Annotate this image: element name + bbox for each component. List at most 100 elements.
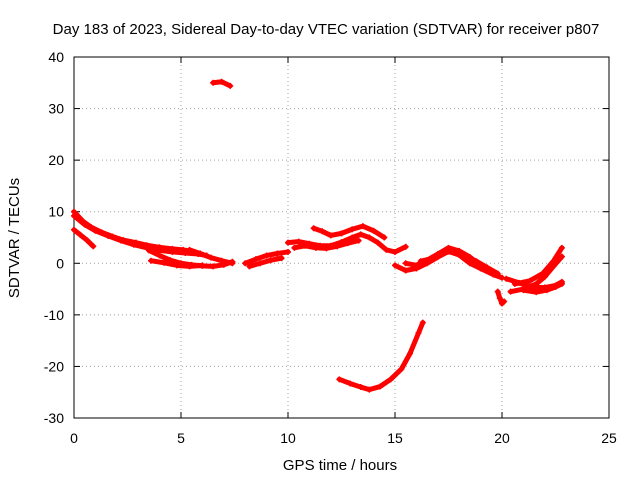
data-point (526, 277, 533, 284)
plot-frame (73, 56, 610, 419)
data-point (83, 237, 90, 244)
data-point (323, 245, 330, 252)
y-tick-label: 20 (48, 152, 64, 168)
data-point (558, 280, 565, 287)
data-point (406, 350, 413, 357)
data-point (267, 257, 274, 264)
data-series (417, 247, 501, 277)
data-point (501, 298, 508, 305)
y-tick-label: 40 (48, 49, 64, 65)
data-point (347, 380, 354, 387)
data-point (441, 249, 448, 256)
data-point (218, 257, 225, 264)
data-point (130, 241, 137, 248)
data-point (263, 252, 270, 259)
data-point (310, 225, 317, 232)
data-point (415, 329, 422, 336)
data-point (381, 234, 388, 241)
data-point (451, 247, 458, 254)
data-point (334, 243, 341, 250)
x-tick-label: 10 (280, 430, 296, 446)
data-point (494, 270, 501, 277)
data-point (327, 232, 334, 239)
data-point (71, 226, 77, 233)
data-point (227, 82, 234, 89)
data-point (312, 244, 319, 251)
data-point (357, 384, 364, 391)
data-point (218, 78, 225, 85)
data-point (246, 263, 253, 270)
data-point (473, 258, 480, 265)
data-point (148, 257, 155, 264)
data-point (156, 247, 163, 254)
data-series (210, 78, 234, 89)
data-series (242, 248, 291, 267)
data-point (558, 244, 565, 251)
data-point (392, 262, 398, 269)
data-point (387, 376, 394, 383)
data-point (466, 260, 473, 267)
data-series (246, 255, 285, 270)
data-point (207, 254, 214, 261)
data-point (496, 295, 503, 302)
data-point (402, 267, 409, 274)
data-point (242, 260, 249, 267)
series-line (336, 320, 426, 393)
data-point (374, 239, 381, 246)
data-point (278, 255, 285, 262)
data-point (349, 226, 356, 233)
data-point (383, 246, 390, 253)
data-point (550, 258, 557, 265)
data-point (419, 319, 426, 326)
data-point (398, 366, 405, 373)
data-point (71, 212, 77, 219)
data-series (71, 226, 97, 250)
data-point (186, 246, 193, 253)
grid (74, 57, 609, 418)
y-tick-label: 0 (56, 255, 64, 271)
data-point (370, 227, 377, 234)
data-point (199, 262, 206, 269)
data-point (357, 231, 364, 238)
data-point (511, 280, 518, 287)
data-point (338, 230, 345, 237)
data-series (511, 244, 565, 287)
data-point (359, 223, 366, 230)
data-point (366, 234, 373, 241)
y-tick-label: -20 (44, 358, 64, 374)
data-series (186, 246, 236, 267)
data-point (558, 253, 565, 260)
data-point (484, 264, 491, 271)
data-point (295, 238, 302, 245)
data-point (291, 244, 298, 251)
data-point (285, 239, 291, 246)
series-line (246, 255, 285, 269)
x-tick-label: 20 (494, 430, 510, 446)
data-point (430, 255, 437, 262)
data-point (539, 270, 546, 277)
data-point (285, 248, 291, 255)
data-series (310, 223, 388, 241)
x-tick-label: 0 (70, 430, 78, 446)
data-point (349, 234, 356, 241)
data-point (274, 250, 281, 257)
data-point (156, 252, 163, 259)
data-series (71, 208, 195, 255)
data-point (105, 232, 112, 239)
data-point (543, 287, 550, 294)
data-point (552, 284, 559, 291)
data-point (392, 248, 398, 255)
data-series (520, 280, 565, 296)
data-point (499, 274, 505, 281)
series-line (495, 289, 507, 307)
data-point (355, 237, 362, 244)
x-tick-label: 25 (601, 430, 617, 446)
data-point (366, 386, 373, 393)
axis-ticks: 0 5 10 15 20 25 -30 -20 -10 0 10 20 30 40 (44, 49, 617, 446)
x-axis-label: GPS time / hours (283, 457, 397, 474)
data-point (344, 240, 351, 247)
data-point (90, 243, 97, 250)
series-line (418, 248, 501, 277)
data-point (402, 260, 409, 267)
